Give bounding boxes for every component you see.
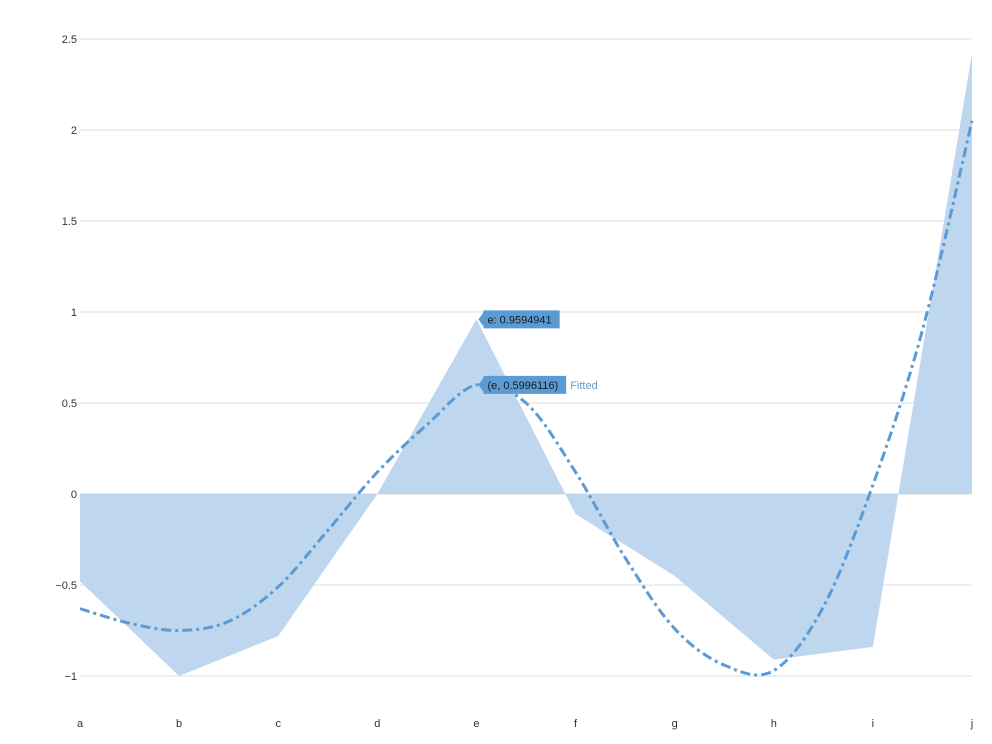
x-axis-ticks: a b c d e f g h i j bbox=[77, 718, 973, 730]
y-axis-ticks: −1 −0.5 0 0.5 1 1.5 2 2.5 bbox=[55, 34, 77, 683]
x-tick-label: d bbox=[374, 718, 380, 730]
y-tick-label: −1 bbox=[64, 671, 77, 683]
y-tick-label: 2.5 bbox=[62, 34, 77, 46]
area-peak-callout: e: 0.9594941 bbox=[478, 310, 560, 329]
area-fill bbox=[80, 53, 972, 677]
y-tick-label: −0.5 bbox=[55, 580, 77, 592]
area-series bbox=[80, 53, 972, 677]
x-tick-label: e bbox=[473, 718, 479, 730]
fitted-peak-callout-label: (e, 0.5996116) bbox=[487, 380, 558, 392]
x-tick-label: c bbox=[275, 718, 281, 730]
annotations: e: 0.9594941 (e, 0.5996116) Fitted bbox=[478, 310, 598, 394]
fitted-series-name: Fitted bbox=[570, 380, 598, 392]
y-tick-label: 1.5 bbox=[62, 216, 77, 228]
x-tick-label: j bbox=[970, 718, 973, 730]
area-peak-callout-box bbox=[478, 310, 560, 329]
y-tick-label: 1 bbox=[71, 307, 77, 319]
x-tick-label: f bbox=[574, 718, 578, 730]
fitted-peak-callout-box bbox=[478, 375, 567, 394]
y-tick-label: 0 bbox=[71, 489, 77, 501]
area-peak-callout-label: e: 0.9594941 bbox=[487, 314, 551, 326]
y-tick-label: 2 bbox=[71, 125, 77, 137]
x-tick-label: a bbox=[77, 718, 84, 730]
y-tick-label: 0.5 bbox=[62, 398, 77, 410]
x-tick-label: g bbox=[672, 718, 678, 730]
fitted-peak-callout: (e, 0.5996116) Fitted bbox=[478, 375, 598, 394]
x-tick-label: h bbox=[771, 718, 777, 730]
x-tick-label: i bbox=[872, 718, 874, 730]
x-tick-label: b bbox=[176, 718, 182, 730]
